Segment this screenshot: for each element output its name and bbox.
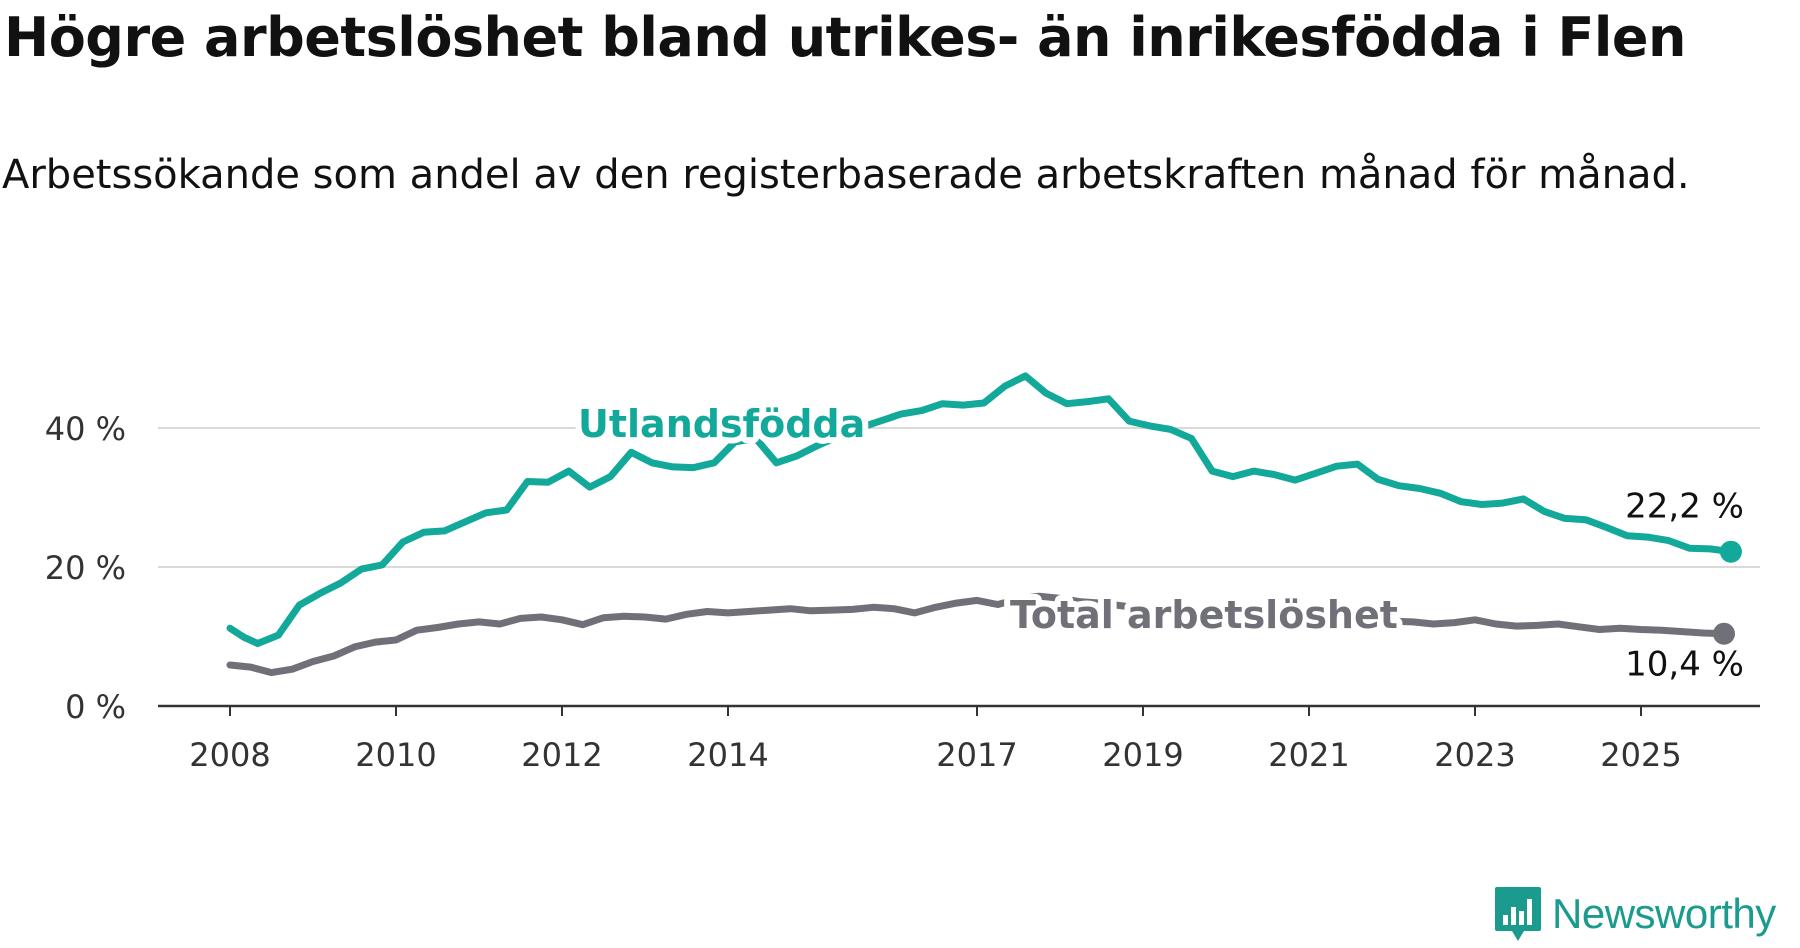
newsworthy-logo: Newsworthy: [1494, 884, 1776, 944]
x-tick-label: 2019: [1102, 736, 1183, 774]
series-end-value: 22,2 %: [1625, 487, 1744, 527]
series-end-point: [1719, 540, 1742, 563]
chart-title: Högre arbetslöshet bland utrikes- än inr…: [4, 6, 1687, 69]
series-line-total: [226, 592, 1728, 677]
y-tick-label: 40 %: [45, 410, 126, 448]
axes: 0 % 20 % 40 % 2008 2010 2012 2014 2017 2019 2021 2…: [45, 410, 1760, 774]
bar-chart-speech-bubble-icon: [1495, 887, 1541, 941]
chart-subtitle: Arbetssökande som andel av den registerb…: [2, 152, 1690, 198]
series-line-utlandsfodda: [226, 372, 1735, 647]
series-end-value: 10,4 %: [1625, 645, 1744, 685]
series-end-point: [1713, 622, 1735, 645]
x-tick-label: 2017: [936, 736, 1017, 774]
x-tick-label: 2014: [687, 736, 768, 774]
x-tick-label: 2025: [1600, 736, 1681, 774]
series-labels: 22,2 % 10,4 % Utlandsfödda Total arbetslösh…: [572, 396, 1744, 685]
x-tick-label: 2021: [1268, 736, 1349, 774]
x-tick-label: 2008: [189, 736, 270, 774]
y-tick-label: 20 %: [45, 549, 126, 587]
x-tick-label: 2023: [1434, 736, 1515, 774]
series-name-label: Total arbetslöshet: [1010, 593, 1398, 637]
x-tick-label: 2010: [355, 736, 436, 774]
series-name-label: Utlandsfödda: [578, 402, 865, 446]
x-tick-label: 2012: [521, 736, 602, 774]
series-lines: [226, 372, 1742, 677]
brand-name: Newsworthy: [1552, 890, 1776, 937]
gridlines: [158, 427, 1760, 568]
y-tick-label: 0 %: [65, 688, 126, 726]
